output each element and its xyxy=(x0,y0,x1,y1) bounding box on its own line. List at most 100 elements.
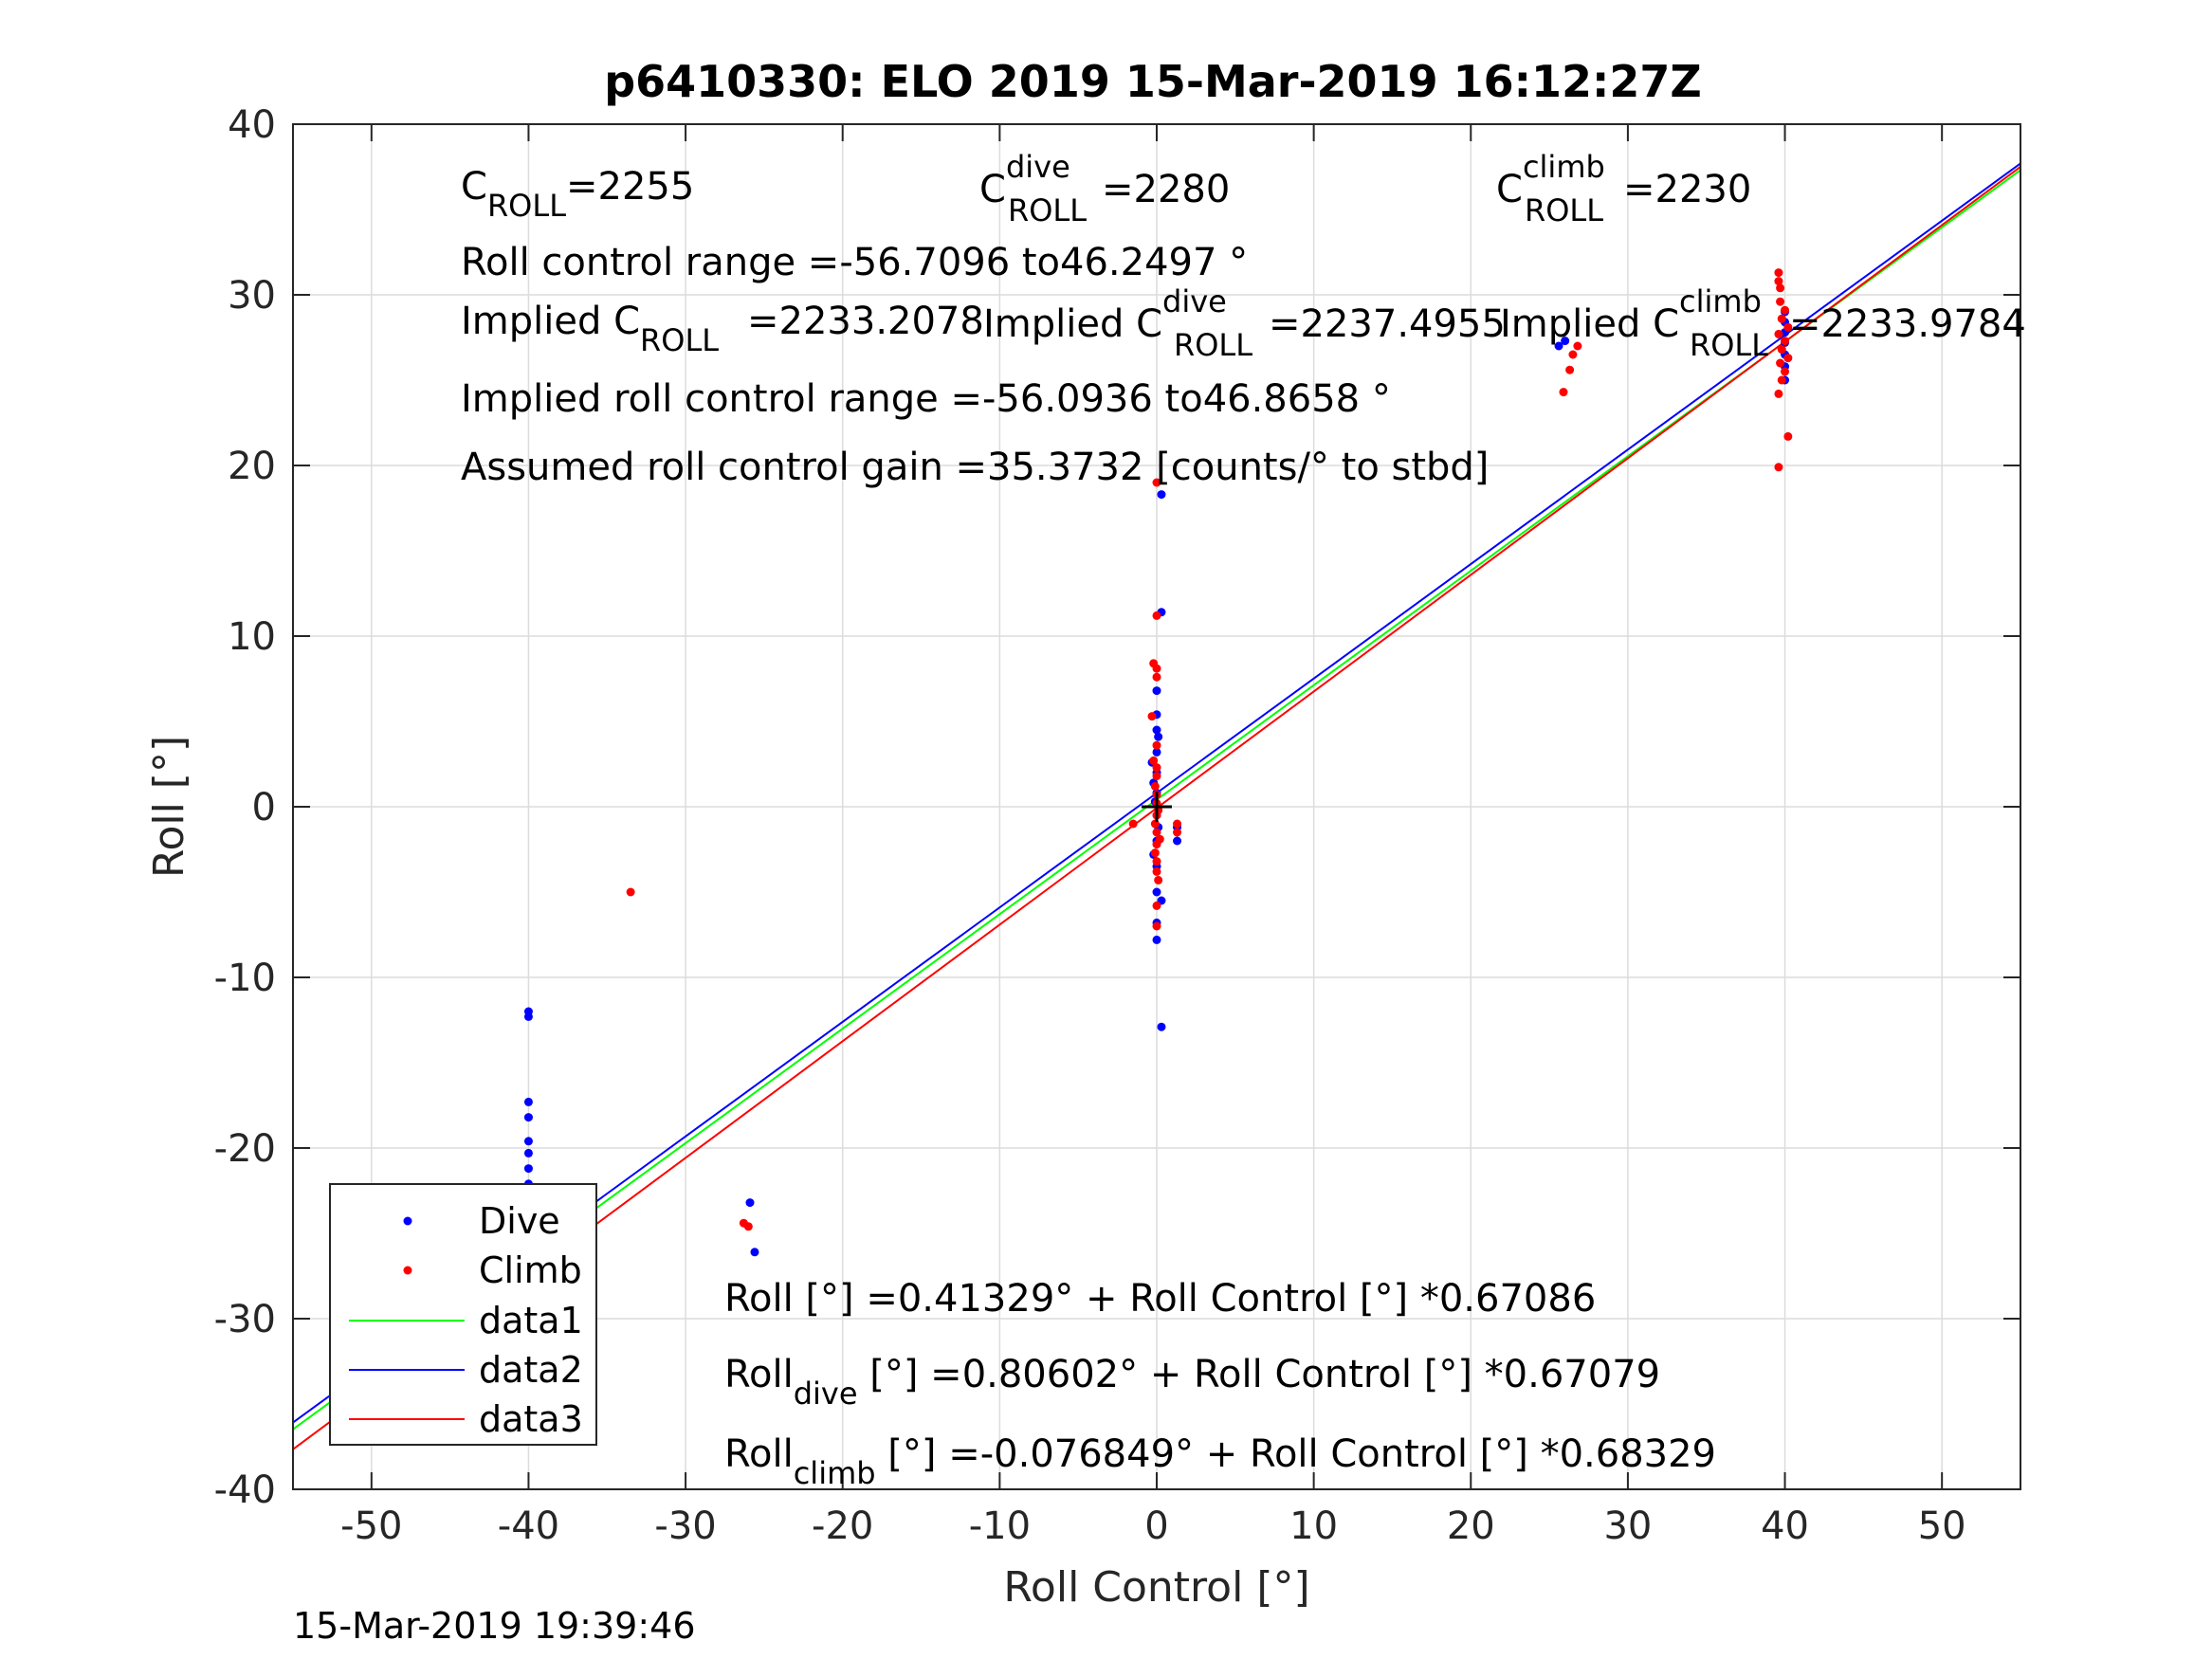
climb-point xyxy=(1776,358,1785,368)
climb-point xyxy=(1152,772,1161,781)
fit-climb-rest: [°] =-0.076849° + Roll Control [°] *0.68… xyxy=(876,1432,1716,1476)
climb-point xyxy=(1774,268,1783,278)
y-tick-label: 0 xyxy=(252,786,276,830)
climb-point xyxy=(1559,388,1568,397)
climb-point xyxy=(1152,478,1161,487)
y-tick-label: 20 xyxy=(228,445,276,488)
implied-c-roll-climb-sub: ROLL xyxy=(1690,327,1768,363)
y-tick-label: -40 xyxy=(214,1468,276,1512)
axis-ticks: -50 -40 -30 -20 -10 0 10 20 30 40 50 -40 -30 -20 -10 0 1… xyxy=(214,103,2020,1548)
c-roll-base: C xyxy=(461,165,487,209)
dive-point xyxy=(523,1137,533,1146)
dive-point xyxy=(1152,725,1161,735)
fit-all-equation: Roll [°] =0.41329° + Roll Control [°] *0… xyxy=(724,1277,1596,1321)
implied-c-roll-climb-annotation: Implied Cclimb ROLL =2233.9784 xyxy=(1500,283,2026,363)
implied-c-roll-dive-annotation: Implied Cdive ROLL =2237.4955 xyxy=(983,283,1506,363)
legend-box xyxy=(329,1183,597,1446)
climb-point xyxy=(1149,659,1159,668)
c-roll-dive-sup: dive xyxy=(1006,149,1070,185)
x-tick-label: 20 xyxy=(1447,1504,1495,1548)
climb-point xyxy=(1777,314,1786,323)
implied-c-roll-climb-sup: climb xyxy=(1679,283,1762,319)
legend-label: data3 xyxy=(479,1398,583,1440)
climb-point xyxy=(1152,763,1161,773)
implied-c-roll-dive-sub: ROLL xyxy=(1174,327,1252,363)
dive-point xyxy=(745,1198,755,1208)
climb-point xyxy=(1152,828,1161,837)
legend-marker-climb xyxy=(403,1266,412,1275)
c-roll-dive-sub: ROLL xyxy=(1008,192,1087,228)
climb-point xyxy=(1774,463,1783,472)
climb-point xyxy=(1147,712,1157,721)
x-tick-label: 50 xyxy=(1918,1504,1966,1548)
legend-label: data1 xyxy=(479,1300,583,1341)
fit-dive-base: Roll xyxy=(724,1353,794,1396)
implied-c-roll-climb-prefix: Implied C xyxy=(1500,302,1679,346)
climb-point xyxy=(1774,389,1783,398)
c-roll-sub: ROLL xyxy=(487,188,566,224)
dive-point xyxy=(1554,341,1563,351)
fit-dive-rest: [°] =0.80602° + Roll Control [°] *0.6707… xyxy=(858,1353,1661,1396)
fit-all-base: Roll xyxy=(724,1277,794,1321)
implied-c-roll-annotation: Implied CROLL =2233.2078 xyxy=(461,300,984,358)
dive-point xyxy=(1154,732,1163,741)
y-tick-label: -20 xyxy=(214,1127,276,1171)
fit-dive-sub: dive xyxy=(794,1376,858,1412)
climb-point xyxy=(1777,345,1786,355)
dive-point xyxy=(1157,490,1166,500)
fit-dive-equation: Rolldive [°] =0.80602° + Roll Control [°… xyxy=(724,1353,1660,1412)
climb-point xyxy=(1776,283,1785,293)
climb-point xyxy=(1573,341,1582,351)
chart-title: p6410330: ELO 2019 15-Mar-2019 16:12:27Z xyxy=(604,56,1702,107)
y-tick-label: 30 xyxy=(228,274,276,318)
x-tick-label: -10 xyxy=(969,1504,1031,1548)
x-tick-label: -20 xyxy=(812,1504,873,1548)
x-tick-label: 30 xyxy=(1603,1504,1652,1548)
x-tick-label: -50 xyxy=(340,1504,402,1548)
dive-point xyxy=(523,1164,533,1174)
c-roll-climb-sup: climb xyxy=(1523,149,1605,185)
climb-point xyxy=(1568,350,1578,359)
climb-point xyxy=(1173,828,1182,837)
dive-point xyxy=(1157,1022,1166,1031)
climb-point xyxy=(1781,367,1790,376)
climb-point xyxy=(1774,329,1783,338)
y-tick-label: -30 xyxy=(214,1298,276,1341)
x-tick-label: -30 xyxy=(654,1504,716,1548)
print-timestamp: 15-Mar-2019 19:39:46 xyxy=(293,1605,696,1647)
y-tick-label: 10 xyxy=(228,615,276,659)
climb-point xyxy=(1776,297,1785,306)
climb-point xyxy=(1152,866,1161,876)
assumed-gain-text: Assumed roll control gain =35.3732 [coun… xyxy=(461,446,1489,489)
climb-point xyxy=(1565,365,1575,374)
implied-c-roll-climb-value: =2233.9784 xyxy=(1789,302,2026,346)
climb-point xyxy=(1152,672,1161,682)
dive-point xyxy=(1173,836,1182,846)
fit-climb-sub: climb xyxy=(794,1455,876,1491)
c-roll-climb-value: =2230 xyxy=(1623,168,1751,211)
fit-climb-equation: Rollclimb [°] =-0.076849° + Roll Control… xyxy=(724,1432,1716,1491)
implied-c-roll-dive-prefix: Implied C xyxy=(983,302,1162,346)
climb-point xyxy=(626,887,635,897)
c-roll-annotation: CROLL=2255 xyxy=(461,165,694,224)
implied-c-roll-value: =2233.2078 xyxy=(747,300,984,343)
legend: Dive Climb data1 data2 data3 xyxy=(329,1183,597,1446)
climb-point xyxy=(1154,875,1163,884)
dive-point xyxy=(523,1113,533,1122)
climb-point xyxy=(1783,322,1793,332)
c-roll-dive-value: =2280 xyxy=(1102,168,1230,211)
legend-label: Dive xyxy=(479,1200,560,1242)
c-roll-climb-base: C xyxy=(1496,168,1523,211)
roll-control-range-text: Roll control range =-56.7096 to46.2497 ° xyxy=(461,241,1248,284)
climb-point xyxy=(1152,901,1161,910)
climb-point xyxy=(1777,375,1786,385)
climb-point xyxy=(1781,337,1790,346)
dive-point xyxy=(523,1097,533,1106)
fit-all-rest: [°] =0.41329° + Roll Control [°] *0.6708… xyxy=(794,1277,1597,1321)
climb-point xyxy=(1173,819,1182,829)
c-roll-value: =2255 xyxy=(566,165,694,209)
legend-marker-dive xyxy=(403,1216,412,1226)
x-tick-label: -40 xyxy=(498,1504,559,1548)
climb-point xyxy=(1152,921,1161,931)
